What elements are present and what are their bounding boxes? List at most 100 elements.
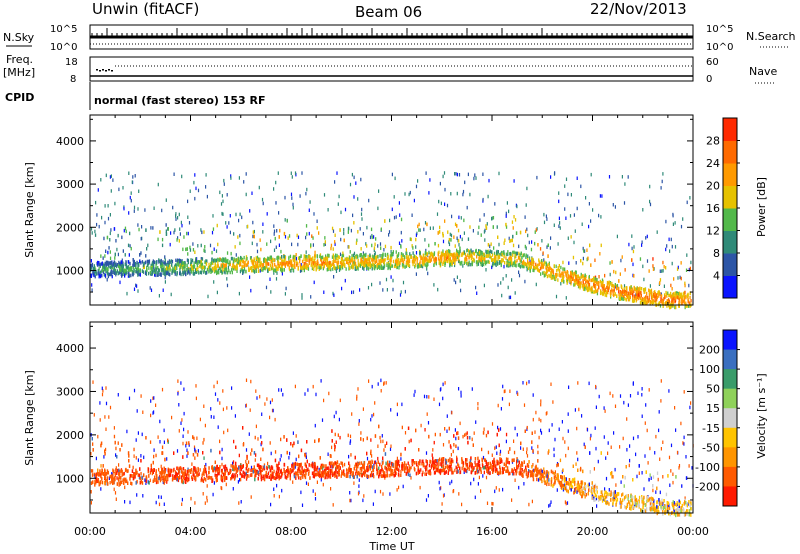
echo-cell <box>565 177 568 181</box>
echo-cell <box>356 397 358 401</box>
echo-cell <box>431 255 433 259</box>
echo-cell <box>401 263 404 267</box>
echo-cell <box>365 263 367 267</box>
echo-cell <box>402 260 405 264</box>
echo-cell <box>294 265 296 269</box>
echo-cell <box>583 249 585 253</box>
echo-cell <box>683 435 685 440</box>
echo-cell <box>650 289 652 294</box>
echo-cell <box>96 272 98 276</box>
echo-cell <box>121 262 123 266</box>
echo-cell <box>649 202 652 207</box>
echo-cell <box>141 225 143 229</box>
echo-cell <box>641 471 643 475</box>
echo-cell <box>217 242 219 247</box>
echo-cell <box>416 261 418 265</box>
echo-cell <box>423 394 426 399</box>
echo-cell <box>388 262 390 267</box>
echo-cell <box>660 297 662 301</box>
echo-cell <box>181 223 183 228</box>
echo-cell <box>505 225 508 229</box>
echo-cell <box>387 464 389 468</box>
echo-cell <box>513 215 515 219</box>
echo-cell <box>312 243 314 247</box>
echo-cell <box>633 299 635 303</box>
echo-cell <box>316 226 318 230</box>
echo-cell <box>583 442 585 447</box>
echo-cell <box>336 253 338 258</box>
echo-cell <box>227 265 229 270</box>
echo-cell <box>580 272 582 277</box>
echo-cell <box>114 201 116 206</box>
echo-cell <box>169 272 171 277</box>
echo-cell <box>455 436 457 441</box>
echo-cell <box>362 498 364 503</box>
echo-cell <box>412 259 414 264</box>
echo-cell <box>94 272 96 276</box>
echo-cell <box>102 389 104 393</box>
echo-cell <box>309 259 311 263</box>
echo-cell <box>217 425 219 429</box>
echo-cell <box>348 263 350 267</box>
echo-cell <box>170 259 172 263</box>
echo-cell <box>339 228 341 232</box>
echo-cell <box>265 261 267 265</box>
echo-cell <box>91 263 93 267</box>
echo-cell <box>546 245 548 249</box>
echo-cell <box>145 481 147 485</box>
echo-cell <box>435 261 437 266</box>
echo-cell <box>220 267 222 271</box>
echo-cell <box>587 280 590 285</box>
echo-cell <box>266 242 268 246</box>
echo-cell <box>661 179 663 184</box>
echo-cell <box>540 262 543 266</box>
echo-cell <box>565 296 567 300</box>
echo-cell <box>400 217 403 222</box>
echo-cell <box>211 230 214 235</box>
echo-cell <box>446 203 449 208</box>
echo-cell <box>646 234 648 239</box>
echo-cell <box>243 180 245 184</box>
echo-cell <box>425 264 428 269</box>
echo-cell <box>498 255 500 260</box>
echo-cell <box>221 259 223 263</box>
echo-cell <box>513 250 515 255</box>
echo-cell <box>178 259 181 263</box>
echo-cell <box>289 254 292 259</box>
echo-cell <box>167 227 169 231</box>
echo-cell <box>308 231 310 236</box>
echo-cell <box>621 296 623 301</box>
echo-cell <box>598 282 600 286</box>
echo-cell <box>184 261 186 265</box>
echo-cell <box>459 279 461 283</box>
echo-cell <box>525 264 528 268</box>
echo-cell <box>398 261 400 265</box>
echo-cell <box>140 394 142 398</box>
echo-cell <box>267 461 269 466</box>
echo-cell <box>511 498 513 502</box>
echo-cell <box>445 250 447 255</box>
echo-cell <box>97 269 99 273</box>
echo-cell <box>490 255 492 260</box>
echo-cell <box>586 257 588 262</box>
echo-cell <box>479 218 481 222</box>
echo-cell <box>614 404 617 408</box>
echo-cell <box>184 267 186 271</box>
echo-cell <box>109 213 111 217</box>
echo-cell <box>593 280 595 284</box>
echo-cell <box>425 257 428 261</box>
echo-cell <box>267 256 269 261</box>
echo-cell <box>531 240 533 244</box>
echo-cell <box>117 233 119 238</box>
echo-cell <box>442 443 445 447</box>
echo-cell <box>602 290 605 294</box>
echo-cell <box>360 431 362 435</box>
echo-cell <box>628 463 630 468</box>
echo-cell <box>684 496 686 500</box>
echo-cell <box>291 266 293 270</box>
echo-cell <box>176 262 178 266</box>
echo-cell <box>333 256 335 261</box>
echo-cell <box>205 462 207 467</box>
echo-cell <box>228 221 230 225</box>
echo-cell <box>116 264 118 269</box>
